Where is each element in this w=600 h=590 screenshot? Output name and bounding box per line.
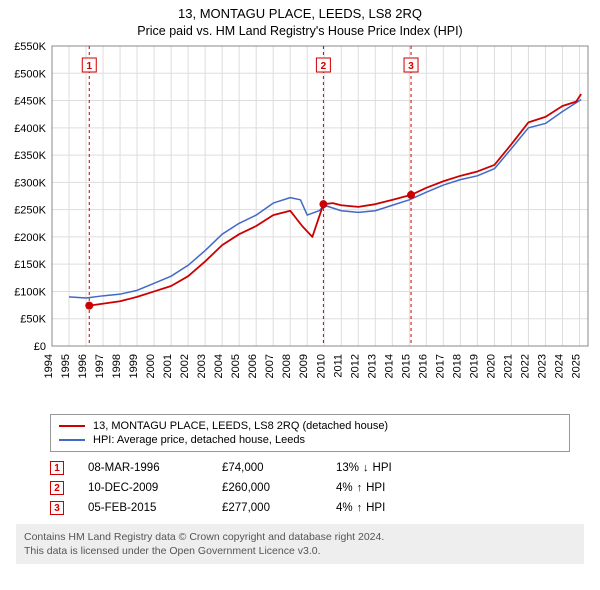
svg-text:2002: 2002 [179, 354, 191, 378]
svg-text:£450K: £450K [14, 96, 46, 108]
sale-diff-pct: 4% [336, 482, 353, 494]
svg-text:£150K: £150K [14, 259, 46, 271]
sales-table: 1 08-MAR-1996 £74,000 13% ↓ HPI 2 10-DEC-2009 £2… [50, 458, 570, 518]
svg-text:2017: 2017 [434, 354, 446, 378]
svg-text:2007: 2007 [264, 354, 276, 378]
svg-text:2024: 2024 [553, 354, 565, 378]
sale-row: 2 10-DEC-2009 £260,000 4% ↑HPI [50, 478, 570, 498]
footer-line2: This data is licensed under the Open Gov… [24, 544, 576, 558]
sale-diff: 4% ↑HPI [336, 482, 446, 494]
legend: 13, MONTAGU PLACE, LEEDS, LS8 2RQ (detac… [50, 414, 570, 452]
svg-text:2009: 2009 [298, 354, 310, 378]
chart-container: 13, MONTAGU PLACE, LEEDS, LS8 2RQ Price … [0, 0, 600, 564]
svg-text:£300K: £300K [14, 177, 46, 189]
svg-text:£250K: £250K [14, 205, 46, 217]
svg-text:£0: £0 [34, 341, 46, 353]
svg-text:2025: 2025 [570, 354, 582, 378]
sale-diff: 4% ↑HPI [336, 502, 446, 514]
svg-text:2018: 2018 [451, 354, 463, 378]
svg-text:2014: 2014 [383, 354, 395, 378]
footer: Contains HM Land Registry data © Crown c… [16, 524, 584, 564]
svg-text:2012: 2012 [349, 354, 361, 378]
svg-text:2011: 2011 [332, 354, 344, 378]
svg-text:1997: 1997 [94, 354, 106, 378]
legend-swatch [59, 439, 85, 441]
svg-text:2020: 2020 [485, 354, 497, 378]
sale-price: £260,000 [222, 482, 312, 494]
svg-text:2023: 2023 [536, 354, 548, 378]
svg-text:2022: 2022 [519, 354, 531, 378]
svg-text:2015: 2015 [400, 354, 412, 378]
svg-text:2021: 2021 [502, 354, 514, 378]
arrow-down-icon: ↓ [363, 462, 369, 474]
svg-text:£500K: £500K [14, 68, 46, 80]
svg-text:2004: 2004 [213, 354, 225, 378]
sale-row: 3 05-FEB-2015 £277,000 4% ↑HPI [50, 498, 570, 518]
arrow-up-icon: ↑ [357, 482, 363, 494]
sale-diff-suffix: HPI [366, 502, 385, 514]
footer-line1: Contains HM Land Registry data © Crown c… [24, 530, 576, 544]
sale-price: £277,000 [222, 502, 312, 514]
svg-text:2016: 2016 [417, 354, 429, 378]
title-subtitle: Price paid vs. HM Land Registry's House … [8, 24, 592, 38]
svg-text:2003: 2003 [196, 354, 208, 378]
svg-text:1996: 1996 [77, 354, 89, 378]
chart-svg: £0 £50K £100K £150K £200K £250K £300K £350K £400… [0, 40, 600, 410]
svg-text:£50K: £50K [20, 314, 46, 326]
title-address: 13, MONTAGU PLACE, LEEDS, LS8 2RQ [8, 6, 592, 21]
svg-text:2005: 2005 [230, 354, 242, 378]
sale-index-badge: 3 [50, 501, 64, 515]
svg-text:1995: 1995 [60, 354, 72, 378]
svg-text:2013: 2013 [366, 354, 378, 378]
sale-index-badge: 1 [50, 461, 64, 475]
sale-diff-pct: 13% [336, 462, 359, 474]
sale-date: 05-FEB-2015 [88, 502, 198, 514]
svg-text:2019: 2019 [468, 354, 480, 378]
sale-index-badge: 2 [50, 481, 64, 495]
svg-text:£550K: £550K [14, 41, 46, 53]
svg-text:1994: 1994 [43, 354, 55, 378]
sale-price: £74,000 [222, 462, 312, 474]
sale-diff-suffix: HPI [366, 482, 385, 494]
legend-row: 13, MONTAGU PLACE, LEEDS, LS8 2RQ (detac… [59, 419, 561, 433]
legend-row: HPI: Average price, detached house, Leed… [59, 433, 561, 447]
svg-text:£200K: £200K [14, 232, 46, 244]
sale-diff-pct: 4% [336, 502, 353, 514]
sale-date: 08-MAR-1996 [88, 462, 198, 474]
svg-text:2006: 2006 [247, 354, 259, 378]
legend-swatch [59, 425, 85, 427]
sale-diff: 13% ↓ HPI [336, 462, 446, 474]
legend-label: 13, MONTAGU PLACE, LEEDS, LS8 2RQ (detac… [93, 420, 388, 432]
svg-text:£350K: £350K [14, 150, 46, 162]
titles: 13, MONTAGU PLACE, LEEDS, LS8 2RQ Price … [0, 0, 600, 40]
legend-label: HPI: Average price, detached house, Leed… [93, 434, 305, 446]
svg-text:2: 2 [321, 61, 327, 72]
svg-text:2001: 2001 [162, 354, 174, 378]
svg-text:2000: 2000 [145, 354, 157, 378]
svg-text:3: 3 [408, 61, 414, 72]
sale-row: 1 08-MAR-1996 £74,000 13% ↓ HPI [50, 458, 570, 478]
sale-diff-suffix: HPI [373, 462, 392, 474]
svg-text:1: 1 [86, 61, 92, 72]
sale-date: 10-DEC-2009 [88, 482, 198, 494]
chart: £0 £50K £100K £150K £200K £250K £300K £350K £400… [0, 40, 600, 410]
svg-text:1998: 1998 [111, 354, 123, 378]
svg-text:1999: 1999 [128, 354, 140, 378]
arrow-up-icon: ↑ [357, 502, 363, 514]
svg-text:£400K: £400K [14, 123, 46, 135]
svg-text:2008: 2008 [281, 354, 293, 378]
svg-text:2010: 2010 [315, 354, 327, 378]
svg-text:£100K: £100K [14, 286, 46, 298]
